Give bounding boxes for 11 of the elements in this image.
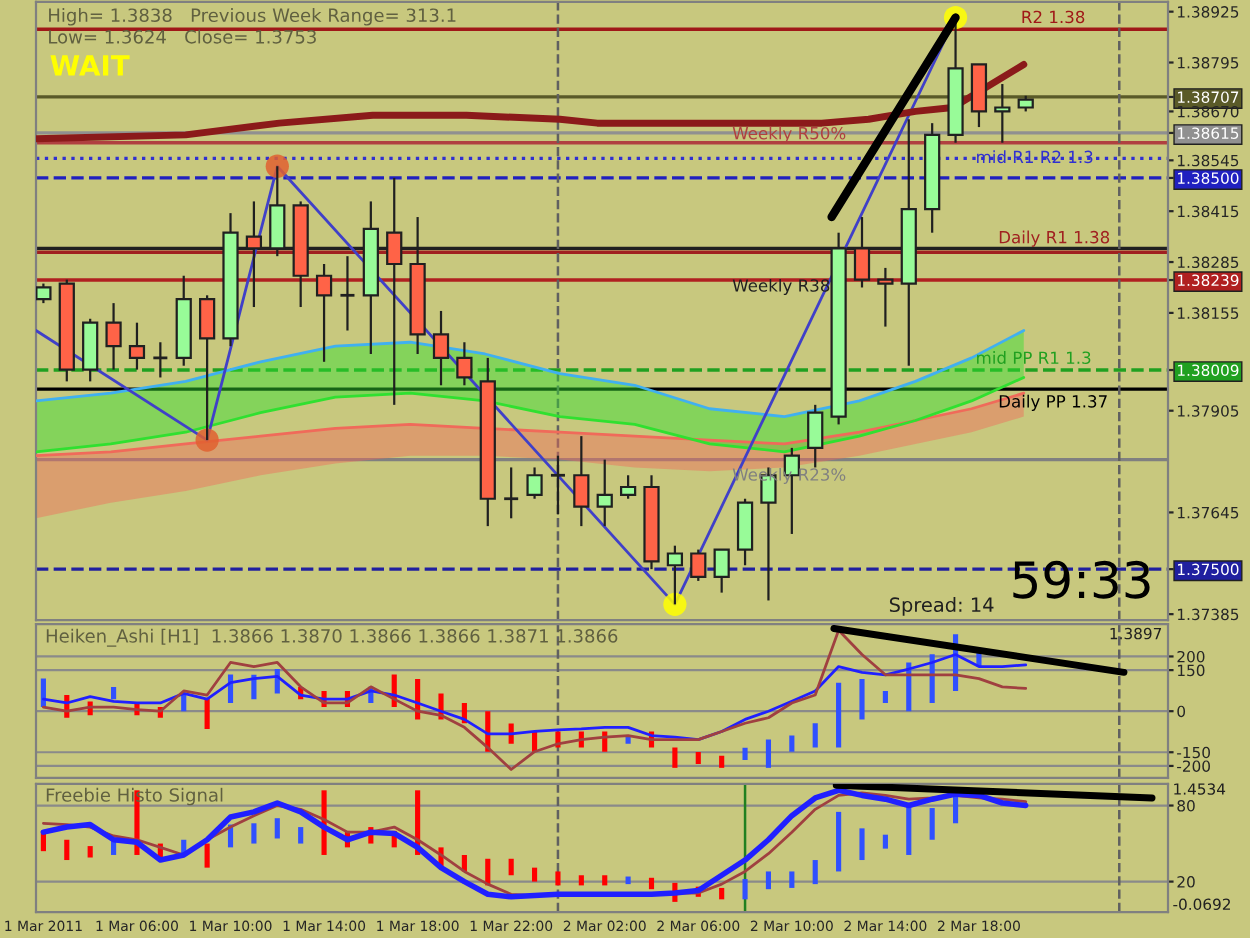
annotation: WAIT (50, 55, 130, 76)
annotation: Low= 1.3624 Close= 1.3753 (49, 29, 316, 44)
ref-line-label: Daily PP 1.37 (999, 394, 1107, 411)
chart-title: Heiken_Ashi [H1] 1.3866 1.3870 1.3866 1.3866 1.3871 1.3866 (46, 628, 618, 647)
ref-line-label: mid R1 R2 1.3 (977, 150, 1093, 164)
annotation: High= 1.3838 Previous Week Range= 313.1 (49, 8, 456, 26)
annotation: Spread: 14 (889, 597, 994, 616)
annotation: 59:33 (1013, 560, 1150, 599)
ref-line-label: R2 1.38 (1022, 10, 1085, 24)
ref-line-label: Daily R1 1.38 (999, 230, 1110, 247)
ref-line-label: Weekly R50% (732, 126, 846, 143)
